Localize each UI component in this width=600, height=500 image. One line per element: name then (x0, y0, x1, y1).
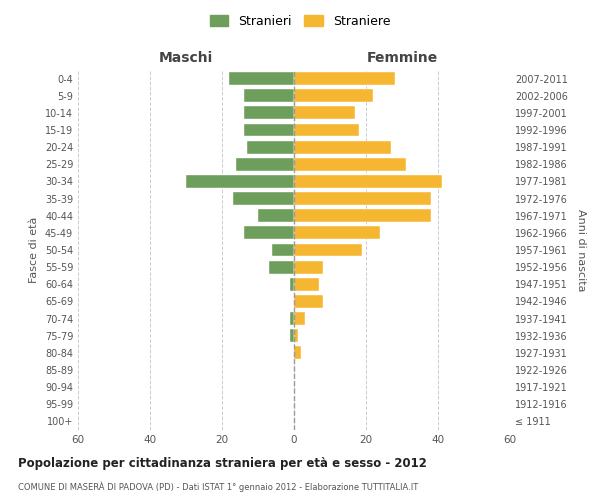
Bar (244, 124, 294, 136)
Bar (294, 330, 298, 342)
Bar (186, 175, 294, 188)
Bar (294, 158, 406, 170)
Bar (269, 260, 294, 274)
Bar (294, 210, 431, 222)
Bar (294, 124, 359, 136)
Text: Femmine: Femmine (367, 51, 437, 65)
Bar (294, 90, 373, 102)
Bar (294, 260, 323, 274)
Bar (247, 140, 294, 153)
Bar (294, 106, 355, 120)
Bar (294, 295, 323, 308)
Bar (294, 175, 442, 188)
Bar (244, 226, 294, 239)
Y-axis label: Anni di nascita: Anni di nascita (576, 209, 586, 291)
Bar (294, 140, 391, 153)
Bar (236, 158, 294, 170)
Bar (294, 192, 431, 205)
Bar (229, 72, 294, 85)
Bar (233, 192, 294, 205)
Bar (294, 72, 395, 85)
Bar (294, 312, 305, 325)
Bar (244, 106, 294, 120)
Bar (290, 312, 294, 325)
Text: Popolazione per cittadinanza straniera per età e sesso - 2012: Popolazione per cittadinanza straniera p… (18, 458, 427, 470)
Bar (294, 346, 301, 360)
Bar (294, 226, 380, 239)
Bar (294, 244, 362, 256)
Text: COMUNE DI MASERÀ DI PADOVA (PD) - Dati ISTAT 1° gennaio 2012 - Elaborazione TUTT: COMUNE DI MASERÀ DI PADOVA (PD) - Dati I… (18, 481, 418, 492)
Bar (294, 278, 319, 290)
Legend: Stranieri, Straniere: Stranieri, Straniere (206, 11, 394, 32)
Bar (290, 278, 294, 290)
Y-axis label: Fasce di età: Fasce di età (29, 217, 39, 283)
Text: Maschi: Maschi (159, 51, 213, 65)
Bar (244, 90, 294, 102)
Bar (258, 210, 294, 222)
Bar (272, 244, 294, 256)
Bar (290, 330, 294, 342)
